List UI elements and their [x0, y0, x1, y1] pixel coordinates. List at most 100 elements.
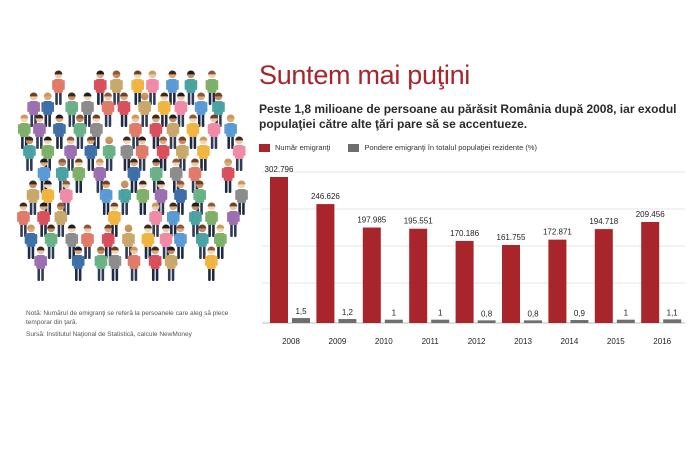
person-torso [138, 189, 148, 203]
person-arm [76, 234, 79, 244]
person-arm [104, 80, 107, 90]
person-arm [62, 80, 65, 90]
person-arm [27, 102, 30, 112]
person-arm [141, 80, 144, 90]
person-arm [185, 102, 188, 112]
person-hair [29, 92, 38, 97]
person-figure [127, 158, 141, 193]
person-arm [138, 168, 141, 178]
person-torso [83, 101, 93, 115]
person-arm [148, 256, 151, 266]
x-tick-label: 2012 [468, 337, 486, 346]
person-figure [207, 114, 221, 149]
person-leg [196, 224, 199, 237]
person-figure [26, 180, 40, 215]
person-arm [149, 168, 152, 178]
person-figure [227, 202, 240, 237]
person-hair [74, 158, 83, 163]
person-leg [84, 114, 87, 127]
person-arm [138, 102, 141, 112]
person-hair [191, 158, 199, 163]
person-arm [33, 146, 36, 156]
person-leg [202, 246, 206, 259]
person-leg [161, 202, 165, 215]
person-torso [96, 255, 106, 269]
person-leg [208, 224, 211, 237]
person-figure [84, 136, 98, 171]
person-arm [129, 190, 132, 200]
person-arm [28, 124, 31, 134]
person-hair [207, 246, 216, 251]
person-figure [34, 246, 47, 281]
person-hair [148, 70, 157, 75]
x-tick-label: 2015 [607, 337, 625, 346]
person-torso [54, 123, 64, 137]
person-figure [101, 92, 115, 127]
person-torso [167, 79, 177, 93]
person-figure [71, 246, 85, 281]
person-arm [188, 168, 191, 178]
person-leg [130, 180, 134, 193]
person-torso [67, 101, 77, 115]
person-leg [148, 246, 152, 259]
person-leg [136, 136, 139, 149]
x-tick-label: 2009 [329, 337, 347, 346]
person-torso [198, 145, 208, 159]
bar-share [663, 319, 682, 323]
person-leg [217, 246, 220, 259]
person-torso [151, 211, 161, 225]
person-leg [29, 202, 33, 215]
person-arm [180, 168, 183, 178]
person-figure [159, 224, 173, 259]
person-torso [196, 101, 206, 115]
person-hair [74, 246, 83, 251]
person-leg [113, 92, 116, 105]
person-figure [149, 202, 162, 237]
person-leg [170, 224, 173, 237]
person-arm [84, 124, 87, 134]
person-leg [59, 92, 62, 105]
person-hair [86, 136, 95, 141]
person-hair [36, 246, 45, 251]
person-leg [75, 180, 79, 193]
person-arm [186, 124, 189, 134]
person-torso [101, 189, 111, 203]
person-hair [54, 70, 63, 75]
person-arm [205, 256, 208, 266]
person-figure [99, 180, 113, 215]
person-hair [159, 136, 168, 141]
person-arm [53, 124, 56, 134]
data-label-share: 0,8 [527, 309, 539, 318]
person-arm [218, 124, 221, 134]
x-tick-label: 2016 [653, 337, 671, 346]
person-leg [24, 224, 27, 237]
person-leg [48, 114, 51, 127]
person-leg [48, 202, 52, 215]
person-figure [27, 92, 40, 127]
person-hair [216, 224, 225, 229]
person-arm [193, 190, 196, 200]
person-arm [95, 146, 98, 156]
person-torso [86, 145, 96, 159]
person-arm [44, 234, 47, 244]
person-arm [44, 256, 47, 266]
person-hair [58, 158, 67, 163]
person-figure [44, 224, 58, 259]
person-arm [224, 234, 227, 244]
person-hair [43, 136, 52, 141]
person-arm [224, 124, 227, 134]
person-leg [37, 268, 41, 281]
person-torso [137, 145, 147, 159]
person-leg [152, 224, 156, 237]
person-figure [205, 246, 218, 281]
person-torso [209, 123, 219, 137]
person-arm [206, 234, 209, 244]
person-leg [141, 114, 145, 127]
person-arm [214, 234, 217, 244]
person-arm [149, 124, 152, 134]
person-figure [224, 114, 237, 149]
page-title: Suntem mai puţini [259, 60, 471, 90]
person-hair [39, 202, 48, 207]
person-leg [156, 136, 160, 149]
person-hair [83, 92, 92, 97]
